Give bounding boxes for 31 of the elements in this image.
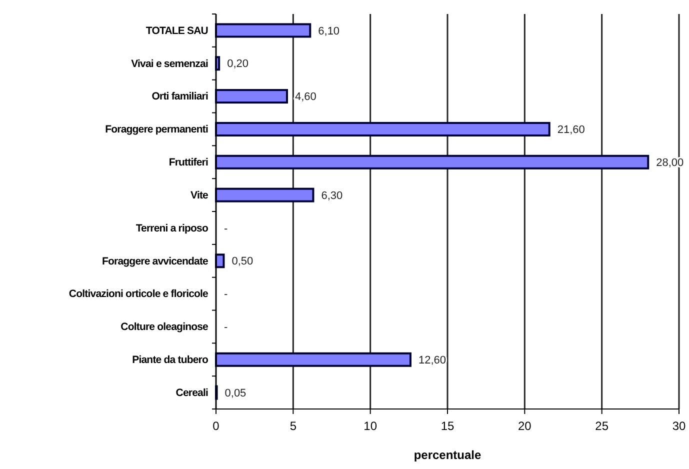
data-label: 4,60 — [294, 91, 316, 104]
data-label: 0,20 — [227, 58, 249, 70]
x-tick-label: 15 — [440, 419, 454, 434]
y-tick-label: Fruttiferi — [168, 156, 208, 168]
data-label: 12,60 — [418, 354, 446, 366]
text: - — [224, 222, 228, 235]
y-tick-label: Piante da tubero — [132, 354, 208, 366]
y-tick-label: Foraggere permanenti — [105, 124, 208, 136]
y-tick-label: Foraggere avvicendate — [102, 255, 209, 268]
x-tick-label: 25 — [595, 419, 609, 434]
y-tick-label: TOTALE SAU — [146, 24, 208, 37]
data-label: 6,30 — [321, 190, 343, 202]
x-tick-label: 0 — [212, 419, 220, 434]
data-label: 6,10 — [318, 25, 340, 38]
data-label: 21,60 — [557, 124, 585, 136]
y-tick-label: Terreni a riposo — [136, 222, 208, 234]
y-tick-label: Vite — [190, 189, 209, 202]
y-tick-label: Vivai e semenzai — [131, 58, 208, 70]
y-tick-label: Colture oleaginose — [120, 321, 209, 334]
x-axis-title: percentuale — [414, 448, 482, 462]
x-tick-label: 10 — [364, 419, 378, 434]
data-label: 0,50 — [232, 256, 254, 268]
text: - — [224, 288, 228, 301]
x-tick-label: 20 — [518, 419, 532, 434]
y-tick-label: Orti familiari — [152, 90, 208, 103]
y-tick-label: Cereali — [176, 386, 208, 399]
x-tick-label: 5 — [290, 419, 297, 434]
x-tick-label: 30 — [672, 419, 686, 434]
y-tick-label: Coltivazioni orticole e floricole — [68, 288, 209, 300]
data-label: 0,05 — [224, 387, 246, 400]
text: - — [224, 322, 228, 334]
